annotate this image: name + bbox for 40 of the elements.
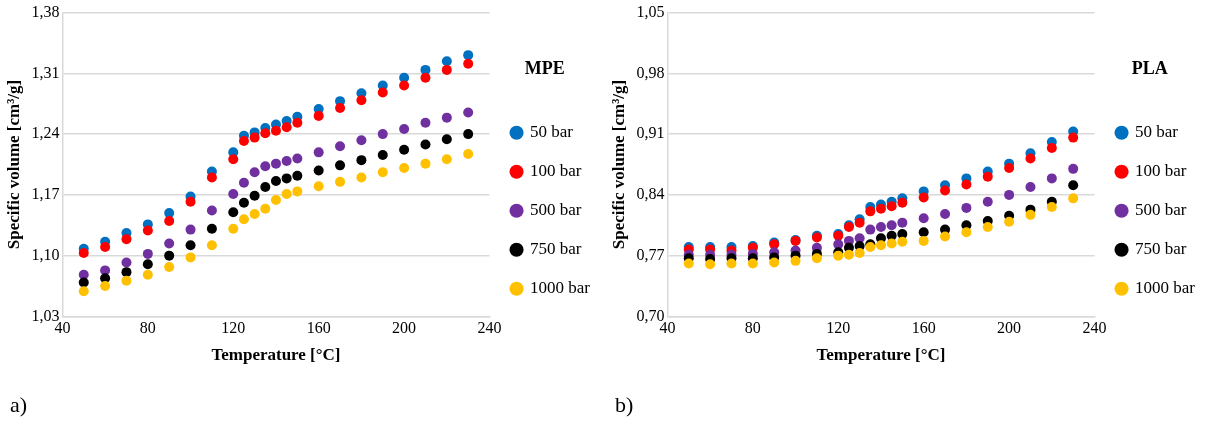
x-tick-label: 80	[744, 319, 761, 337]
text: b)	[615, 392, 634, 418]
legend-label: 100 bar	[530, 161, 582, 181]
legend-label: 1000 bar	[530, 278, 591, 298]
x-tick-label: 200	[997, 319, 1022, 337]
y-tick-label: 1,17	[31, 185, 60, 203]
x-tick-label: 80	[139, 319, 156, 337]
y-tick-label: 1,38	[31, 2, 60, 20]
legend-label: 750 bar	[530, 239, 582, 259]
legend-label: 1000 bar	[1135, 278, 1196, 298]
y-tick-label: 0,91	[636, 124, 665, 142]
x-tick-label: 240	[477, 319, 502, 337]
legend-title: MPE	[524, 58, 565, 79]
x-tick-label: 160	[911, 319, 936, 337]
x-tick-label: 200	[392, 319, 417, 337]
legend-label: 750 bar	[1135, 239, 1187, 259]
legend-label: 100 bar	[1135, 161, 1187, 181]
legend-title: PLA	[1131, 58, 1168, 79]
y-tick-label: 0,98	[636, 63, 665, 81]
y-axis-title: Specific volume [cm³/g]	[3, 79, 23, 250]
y-tick-label: 1,31	[31, 63, 60, 81]
y-tick-label: 1,24	[31, 124, 60, 142]
y-tick-label: 1,10	[31, 245, 60, 263]
y-tick-label: 0,84	[636, 185, 665, 203]
x-axis-title: Temperature [°C]	[816, 345, 946, 365]
text: a)	[10, 392, 28, 418]
x-tick-label: 240	[1082, 319, 1107, 337]
y-tick-label: 1,03	[31, 306, 60, 324]
legend-label: 50 bar	[1135, 122, 1179, 142]
x-axis-title: Temperature [°C]	[211, 345, 341, 365]
x-tick-label: 120	[826, 319, 851, 337]
x-tick-label: 120	[221, 319, 246, 337]
x-tick-label: 160	[306, 319, 331, 337]
legend-label: 500 bar	[1135, 200, 1187, 220]
y-tick-label: 0,70	[636, 306, 665, 324]
y-tick-label: 1,05	[636, 2, 665, 20]
y-axis-title: Specific volume [cm³/g]	[608, 79, 628, 250]
legend-label: 50 bar	[530, 122, 574, 142]
y-tick-label: 0,77	[636, 245, 665, 263]
legend-label: 500 bar	[530, 200, 582, 220]
